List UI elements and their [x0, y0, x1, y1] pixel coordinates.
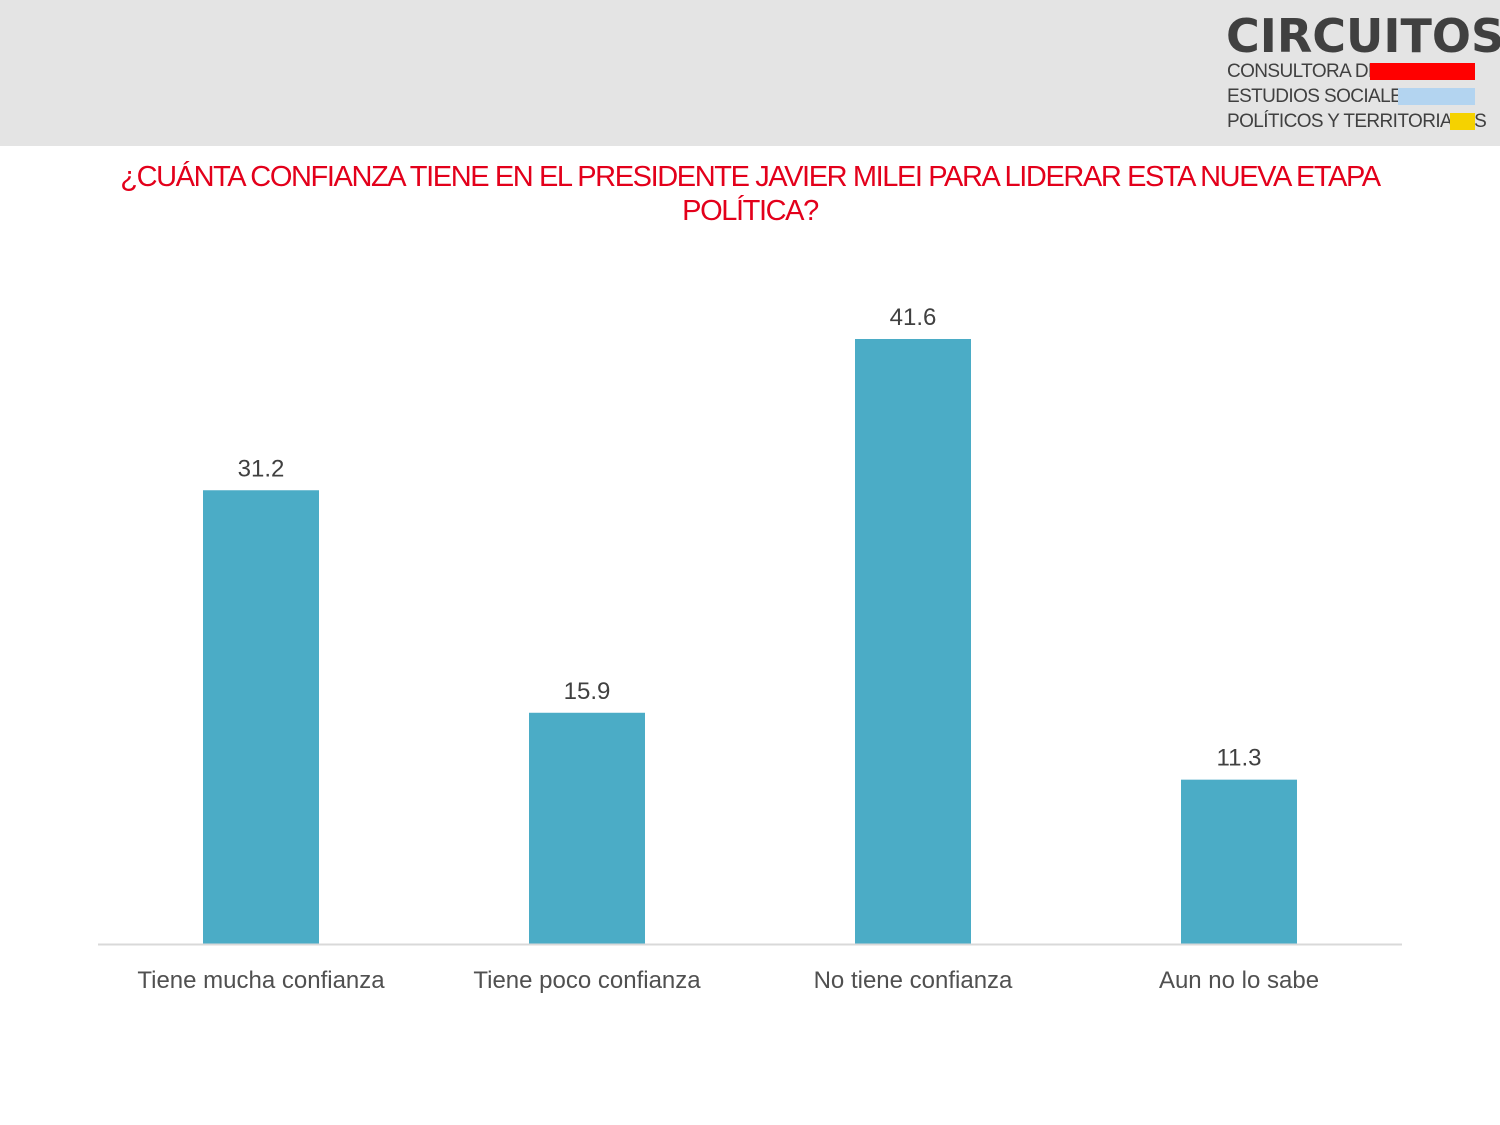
circuitos-logo: CIRCUITOS CONSULTORA DE ESTUDIOS SOCIALE… [1226, 10, 1500, 135]
bar-value-label-1: 15.9 [564, 678, 611, 705]
category-label-3: Aun no lo sabe [1159, 967, 1319, 994]
category-label-0: Tiene mucha confianza [137, 967, 385, 994]
logo-stripe-light-blue [1398, 88, 1475, 105]
bar-value-label-2: 41.6 [890, 304, 937, 331]
logo-stripe-red [1370, 63, 1475, 80]
logo-stripe-yellow [1450, 113, 1475, 130]
logo-name: CIRCUITOS [1226, 9, 1500, 63]
logo-tagline-line-1: CONSULTORA DE [1227, 61, 1381, 82]
category-label-1: Tiene poco confianza [473, 967, 701, 994]
category-label-2: No tiene confianza [814, 967, 1013, 994]
header-band [0, 0, 1500, 146]
bar-2 [855, 339, 971, 944]
bar-1 [529, 712, 645, 944]
logo-tagline-line-3: POLÍTICOS Y TERRITORIALES [1227, 111, 1487, 132]
bar-value-label-0: 31.2 [238, 455, 285, 482]
logo-tagline-line-2: ESTUDIOS SOCIALES, [1227, 86, 1420, 107]
bar-0 [203, 490, 319, 944]
chart-title: ¿CUÁNTA CONFIANZA TIENE EN EL PRESIDENTE… [120, 161, 1381, 227]
bar-3 [1181, 779, 1297, 944]
bar-value-label-3: 11.3 [1217, 745, 1262, 772]
